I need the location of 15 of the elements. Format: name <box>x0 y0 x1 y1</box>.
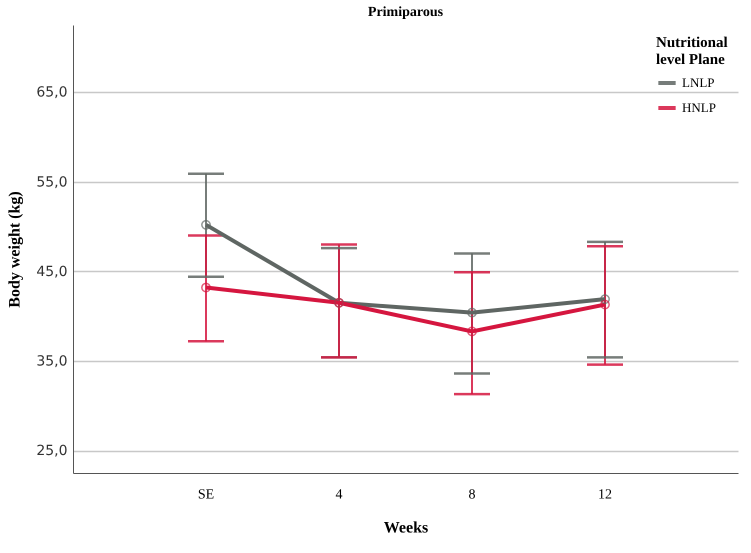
legend-title: Nutritional level Plane <box>656 35 728 68</box>
y-tick-label: 35,0 <box>36 354 68 370</box>
chart-title: Primiparous <box>368 5 444 20</box>
x-axis-title: Weeks <box>384 520 428 536</box>
x-tick-label: 12 <box>598 488 612 502</box>
y-tick-label: 45,0 <box>36 264 68 280</box>
y-axis-title: Body weight (kg) <box>6 191 24 308</box>
legend-label: LNLP <box>682 75 714 90</box>
x-tick-label: SE <box>198 488 214 502</box>
y-tick-label: 65,0 <box>36 84 68 101</box>
y-tick-label: 25,0 <box>36 443 68 460</box>
x-tick-label: 4 <box>336 488 342 502</box>
legend-label: HNLP <box>682 100 716 115</box>
y-tick-label: 55,0 <box>36 174 68 190</box>
x-tick-label: 8 <box>468 488 476 502</box>
